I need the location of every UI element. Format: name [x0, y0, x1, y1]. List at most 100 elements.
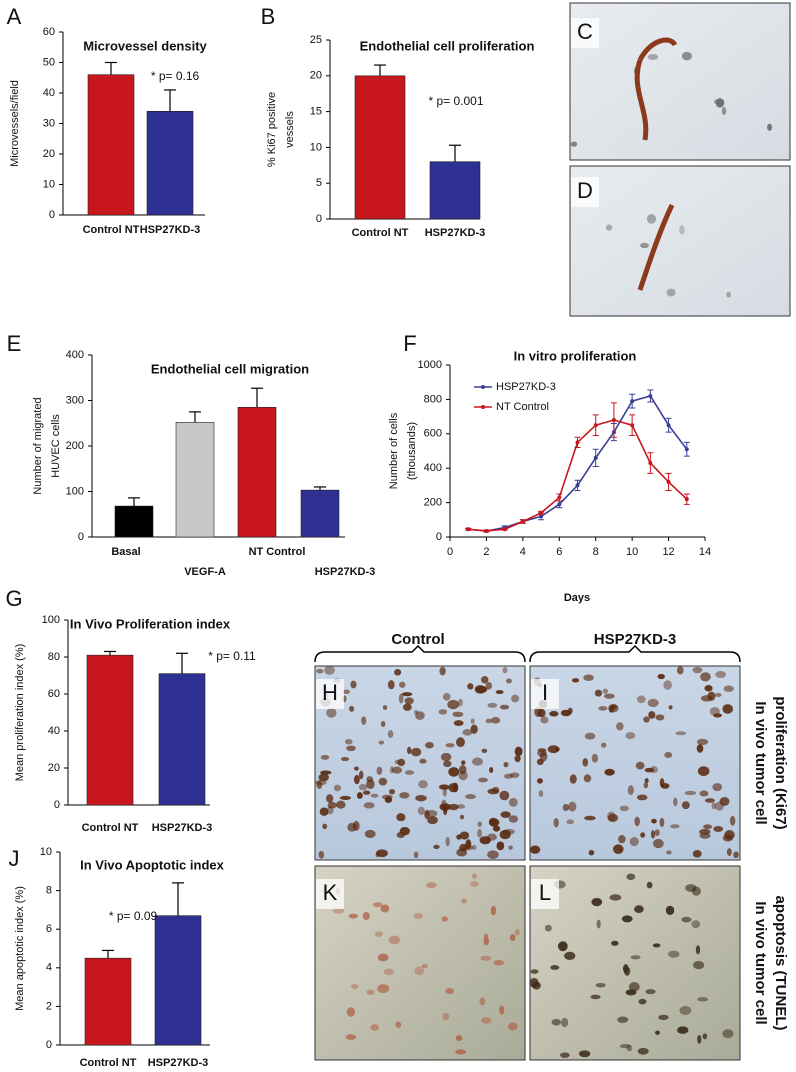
legend-label: NT Control: [496, 401, 549, 413]
stained-cell: [722, 704, 734, 714]
x-tick-label: NT Control: [249, 546, 306, 558]
panel-label: G: [5, 586, 22, 611]
stained-cell: [578, 1050, 591, 1058]
y-tick-label: 15: [310, 106, 322, 118]
stained-cell: [442, 1012, 450, 1021]
stained-cell: [339, 795, 351, 801]
stained-cell: [378, 777, 388, 786]
stained-cell: [380, 904, 390, 913]
stained-cell: [664, 751, 673, 759]
stained-cell: [540, 716, 549, 724]
x-tick-label: 12: [662, 546, 674, 558]
stained-cell: [480, 676, 489, 684]
stained-cell: [366, 989, 375, 995]
y-tick-label: 400: [66, 349, 84, 361]
stained-cell: [626, 873, 636, 880]
annotation: * p= 0.09: [109, 909, 158, 923]
bar: [300, 489, 340, 538]
stained-cell: [320, 770, 332, 775]
bar: [354, 75, 406, 220]
stained-cell: [733, 851, 739, 859]
point: [484, 528, 489, 533]
stained-cell: [611, 940, 619, 946]
legend-marker: [481, 385, 485, 389]
stained-cell: [394, 669, 402, 676]
y-tick-label: 0: [436, 531, 442, 543]
stained-cell: [442, 787, 447, 797]
stained-cell: [584, 815, 596, 821]
stained-cell: [421, 964, 428, 969]
vessel: [634, 37, 678, 141]
point: [666, 479, 671, 484]
stained-cell: [353, 774, 360, 785]
stained-cell: [591, 897, 603, 907]
stained-cell: [704, 798, 715, 803]
stained-cell: [458, 770, 468, 781]
y-tick-label: 100: [66, 485, 84, 497]
stained-cell: [414, 966, 425, 976]
stained-cell: [382, 705, 388, 711]
stained-cell: [509, 934, 516, 942]
bar: [429, 161, 481, 220]
stained-cell: [713, 713, 723, 718]
y-tick-label: 1000: [418, 359, 442, 371]
stained-cell: [657, 673, 665, 680]
stained-cell: [709, 706, 720, 716]
x-tick-label: 10: [626, 546, 638, 558]
stained-cell: [471, 844, 477, 850]
stained-cell: [344, 738, 353, 745]
stained-cell: [326, 707, 337, 718]
stained-cell: [605, 224, 613, 231]
panel-label: H: [322, 680, 338, 705]
annotation: * p= 0.16: [151, 69, 200, 83]
bar: [237, 407, 277, 538]
stained-cell: [675, 731, 687, 736]
stained-cell: [590, 994, 601, 1000]
point: [666, 423, 671, 428]
x-tick-label: Control NT: [82, 822, 139, 834]
stained-cell: [378, 740, 385, 745]
stained-cell: [470, 724, 478, 734]
stained-cell: [654, 829, 660, 836]
stained-cell: [564, 951, 576, 960]
point: [684, 447, 689, 452]
annotation: * p= 0.001: [428, 94, 483, 108]
x-tick-label: 8: [593, 546, 599, 558]
stained-cell: [503, 761, 509, 768]
stained-cell: [376, 766, 383, 775]
label-bg: [531, 679, 559, 709]
stained-cell: [375, 852, 380, 858]
stained-cell: [685, 884, 697, 892]
stained-cell: [619, 805, 629, 812]
stained-cell: [477, 821, 482, 827]
stained-cell: [417, 806, 425, 816]
stained-cell: [439, 666, 446, 676]
stained-cell: [401, 692, 413, 697]
row-label: In vivo tumor cell: [752, 701, 769, 824]
stained-cell: [477, 828, 482, 838]
stained-cell: [345, 1034, 357, 1040]
stained-cell: [349, 705, 355, 712]
y-tick-label: 0: [54, 799, 60, 811]
stained-cell: [452, 711, 464, 717]
point: [684, 497, 689, 502]
stained-cell: [627, 785, 634, 796]
point: [575, 440, 580, 445]
stained-cell: [696, 744, 704, 753]
stained-cell: [487, 702, 498, 708]
stained-cell: [629, 837, 639, 847]
stained-cell: [588, 849, 595, 856]
label-bg: [316, 679, 344, 709]
stained-cell: [645, 989, 656, 995]
y-tick-label: 300: [66, 394, 84, 406]
stained-cell: [668, 950, 680, 958]
stained-cell: [569, 774, 577, 784]
stained-cell: [465, 839, 472, 850]
point: [593, 455, 598, 460]
stained-cell: [721, 106, 727, 116]
stained-cell: [691, 920, 701, 929]
stained-cell: [384, 796, 393, 804]
stained-cell: [318, 773, 329, 782]
stained-cell: [571, 678, 580, 683]
